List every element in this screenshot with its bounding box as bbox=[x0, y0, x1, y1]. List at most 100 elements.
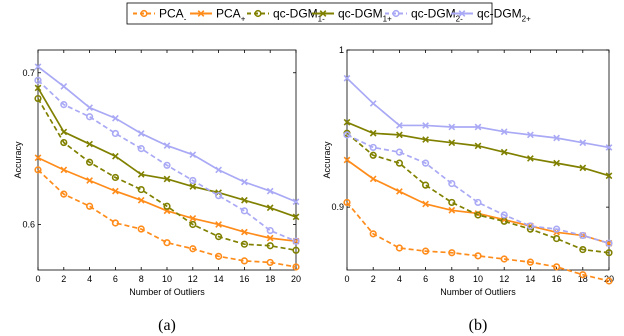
data-point bbox=[527, 155, 534, 162]
series-line-3 bbox=[346, 132, 610, 254]
data-point bbox=[111, 219, 119, 227]
data-point bbox=[396, 122, 403, 129]
series-line-5 bbox=[346, 134, 610, 245]
legend-label-1: PCA- bbox=[159, 7, 187, 24]
data-point bbox=[163, 239, 171, 247]
data-point bbox=[111, 129, 119, 138]
x-tick-label: 2 bbox=[371, 274, 376, 284]
data-point bbox=[527, 131, 534, 139]
data-point bbox=[474, 211, 482, 219]
data-point bbox=[292, 237, 300, 245]
data-point bbox=[500, 211, 508, 219]
data-point bbox=[474, 198, 482, 207]
x-tick-label: 6 bbox=[113, 274, 118, 284]
data-point bbox=[448, 198, 456, 207]
data-point bbox=[215, 192, 223, 200]
data-point bbox=[395, 159, 404, 167]
series-6 bbox=[343, 74, 613, 151]
y-tick-label: 0.6 bbox=[22, 219, 35, 229]
data-point bbox=[474, 252, 482, 260]
legend: PCA- PCA+ qc-DGM1- qc-DGM1+ qc-DGM2- qc-DGM2+ bbox=[126, 2, 531, 25]
data-point bbox=[605, 172, 613, 180]
y-tick-label: 0.9 bbox=[331, 202, 344, 212]
data-point bbox=[526, 222, 535, 230]
x-tick-label: 0 bbox=[344, 274, 349, 284]
x-tick-label: 18 bbox=[578, 274, 588, 284]
legend-label-main-5: qc-DGM bbox=[411, 7, 456, 21]
legend-label-sub-2: + bbox=[241, 15, 246, 24]
data-point bbox=[240, 240, 248, 248]
data-point bbox=[552, 263, 561, 271]
data-point bbox=[215, 252, 223, 260]
series-4 bbox=[343, 118, 613, 180]
data-point bbox=[34, 166, 42, 174]
x-tick-label: 2 bbox=[61, 274, 66, 284]
data-point bbox=[605, 249, 613, 257]
data-point bbox=[163, 161, 171, 169]
legend-box bbox=[126, 2, 493, 25]
data-point bbox=[579, 231, 587, 240]
data-point bbox=[163, 142, 171, 149]
legend-label-2: PCA+ bbox=[216, 7, 246, 24]
data-point bbox=[85, 113, 94, 121]
data-point bbox=[579, 139, 587, 147]
data-point bbox=[34, 76, 42, 84]
series-line-1 bbox=[37, 169, 297, 268]
data-point bbox=[189, 176, 197, 185]
data-point bbox=[500, 148, 508, 156]
x-tick-label: 6 bbox=[423, 274, 428, 284]
data-point bbox=[422, 181, 430, 189]
y-axis-label: Accuracy bbox=[13, 141, 23, 179]
legend-marker-6 bbox=[458, 10, 466, 17]
data-point bbox=[552, 234, 561, 243]
series-5 bbox=[343, 131, 613, 247]
legend-label-main-6: qc-DGM bbox=[477, 7, 522, 21]
legend-marker-3 bbox=[254, 9, 262, 18]
data-point bbox=[215, 233, 223, 241]
data-point bbox=[422, 200, 429, 208]
data-point bbox=[422, 247, 430, 255]
data-point bbox=[137, 145, 145, 153]
data-point bbox=[579, 164, 587, 172]
data-point bbox=[605, 239, 613, 247]
data-point bbox=[34, 154, 42, 162]
data-point bbox=[241, 178, 248, 186]
data-point bbox=[266, 204, 274, 212]
data-point bbox=[111, 173, 119, 182]
data-point bbox=[474, 210, 482, 217]
data-point bbox=[343, 118, 351, 126]
data-point bbox=[240, 257, 248, 265]
data-point bbox=[369, 143, 377, 152]
data-point bbox=[448, 179, 456, 188]
x-tick-label: 16 bbox=[239, 274, 249, 284]
data-point bbox=[395, 244, 404, 252]
data-point bbox=[189, 245, 197, 253]
series-1 bbox=[34, 166, 300, 271]
data-point bbox=[422, 136, 429, 143]
data-point bbox=[422, 159, 430, 167]
legend-label-3: qc-DGM1- bbox=[273, 7, 325, 24]
data-point bbox=[266, 187, 274, 195]
data-point bbox=[163, 175, 171, 183]
data-point bbox=[60, 166, 68, 174]
x-tick-label: 16 bbox=[552, 274, 562, 284]
data-point bbox=[395, 148, 404, 156]
legend-label-sub-6: 2+ bbox=[522, 15, 531, 24]
data-point bbox=[215, 221, 222, 228]
legend-label-sub-1: - bbox=[184, 15, 187, 24]
legend-marker-1 bbox=[140, 9, 148, 18]
data-point bbox=[500, 128, 508, 136]
data-point bbox=[241, 228, 248, 236]
data-point bbox=[448, 206, 456, 214]
data-point bbox=[579, 271, 587, 279]
data-point bbox=[86, 177, 93, 184]
legend-label-4: qc-DGM1+ bbox=[338, 7, 392, 24]
data-point bbox=[266, 258, 274, 267]
data-point bbox=[60, 190, 68, 198]
data-point bbox=[60, 101, 68, 109]
data-point bbox=[553, 159, 560, 167]
data-point bbox=[34, 94, 42, 103]
data-point bbox=[369, 230, 377, 238]
data-point bbox=[60, 128, 68, 136]
legend-marker-5 bbox=[392, 9, 400, 18]
